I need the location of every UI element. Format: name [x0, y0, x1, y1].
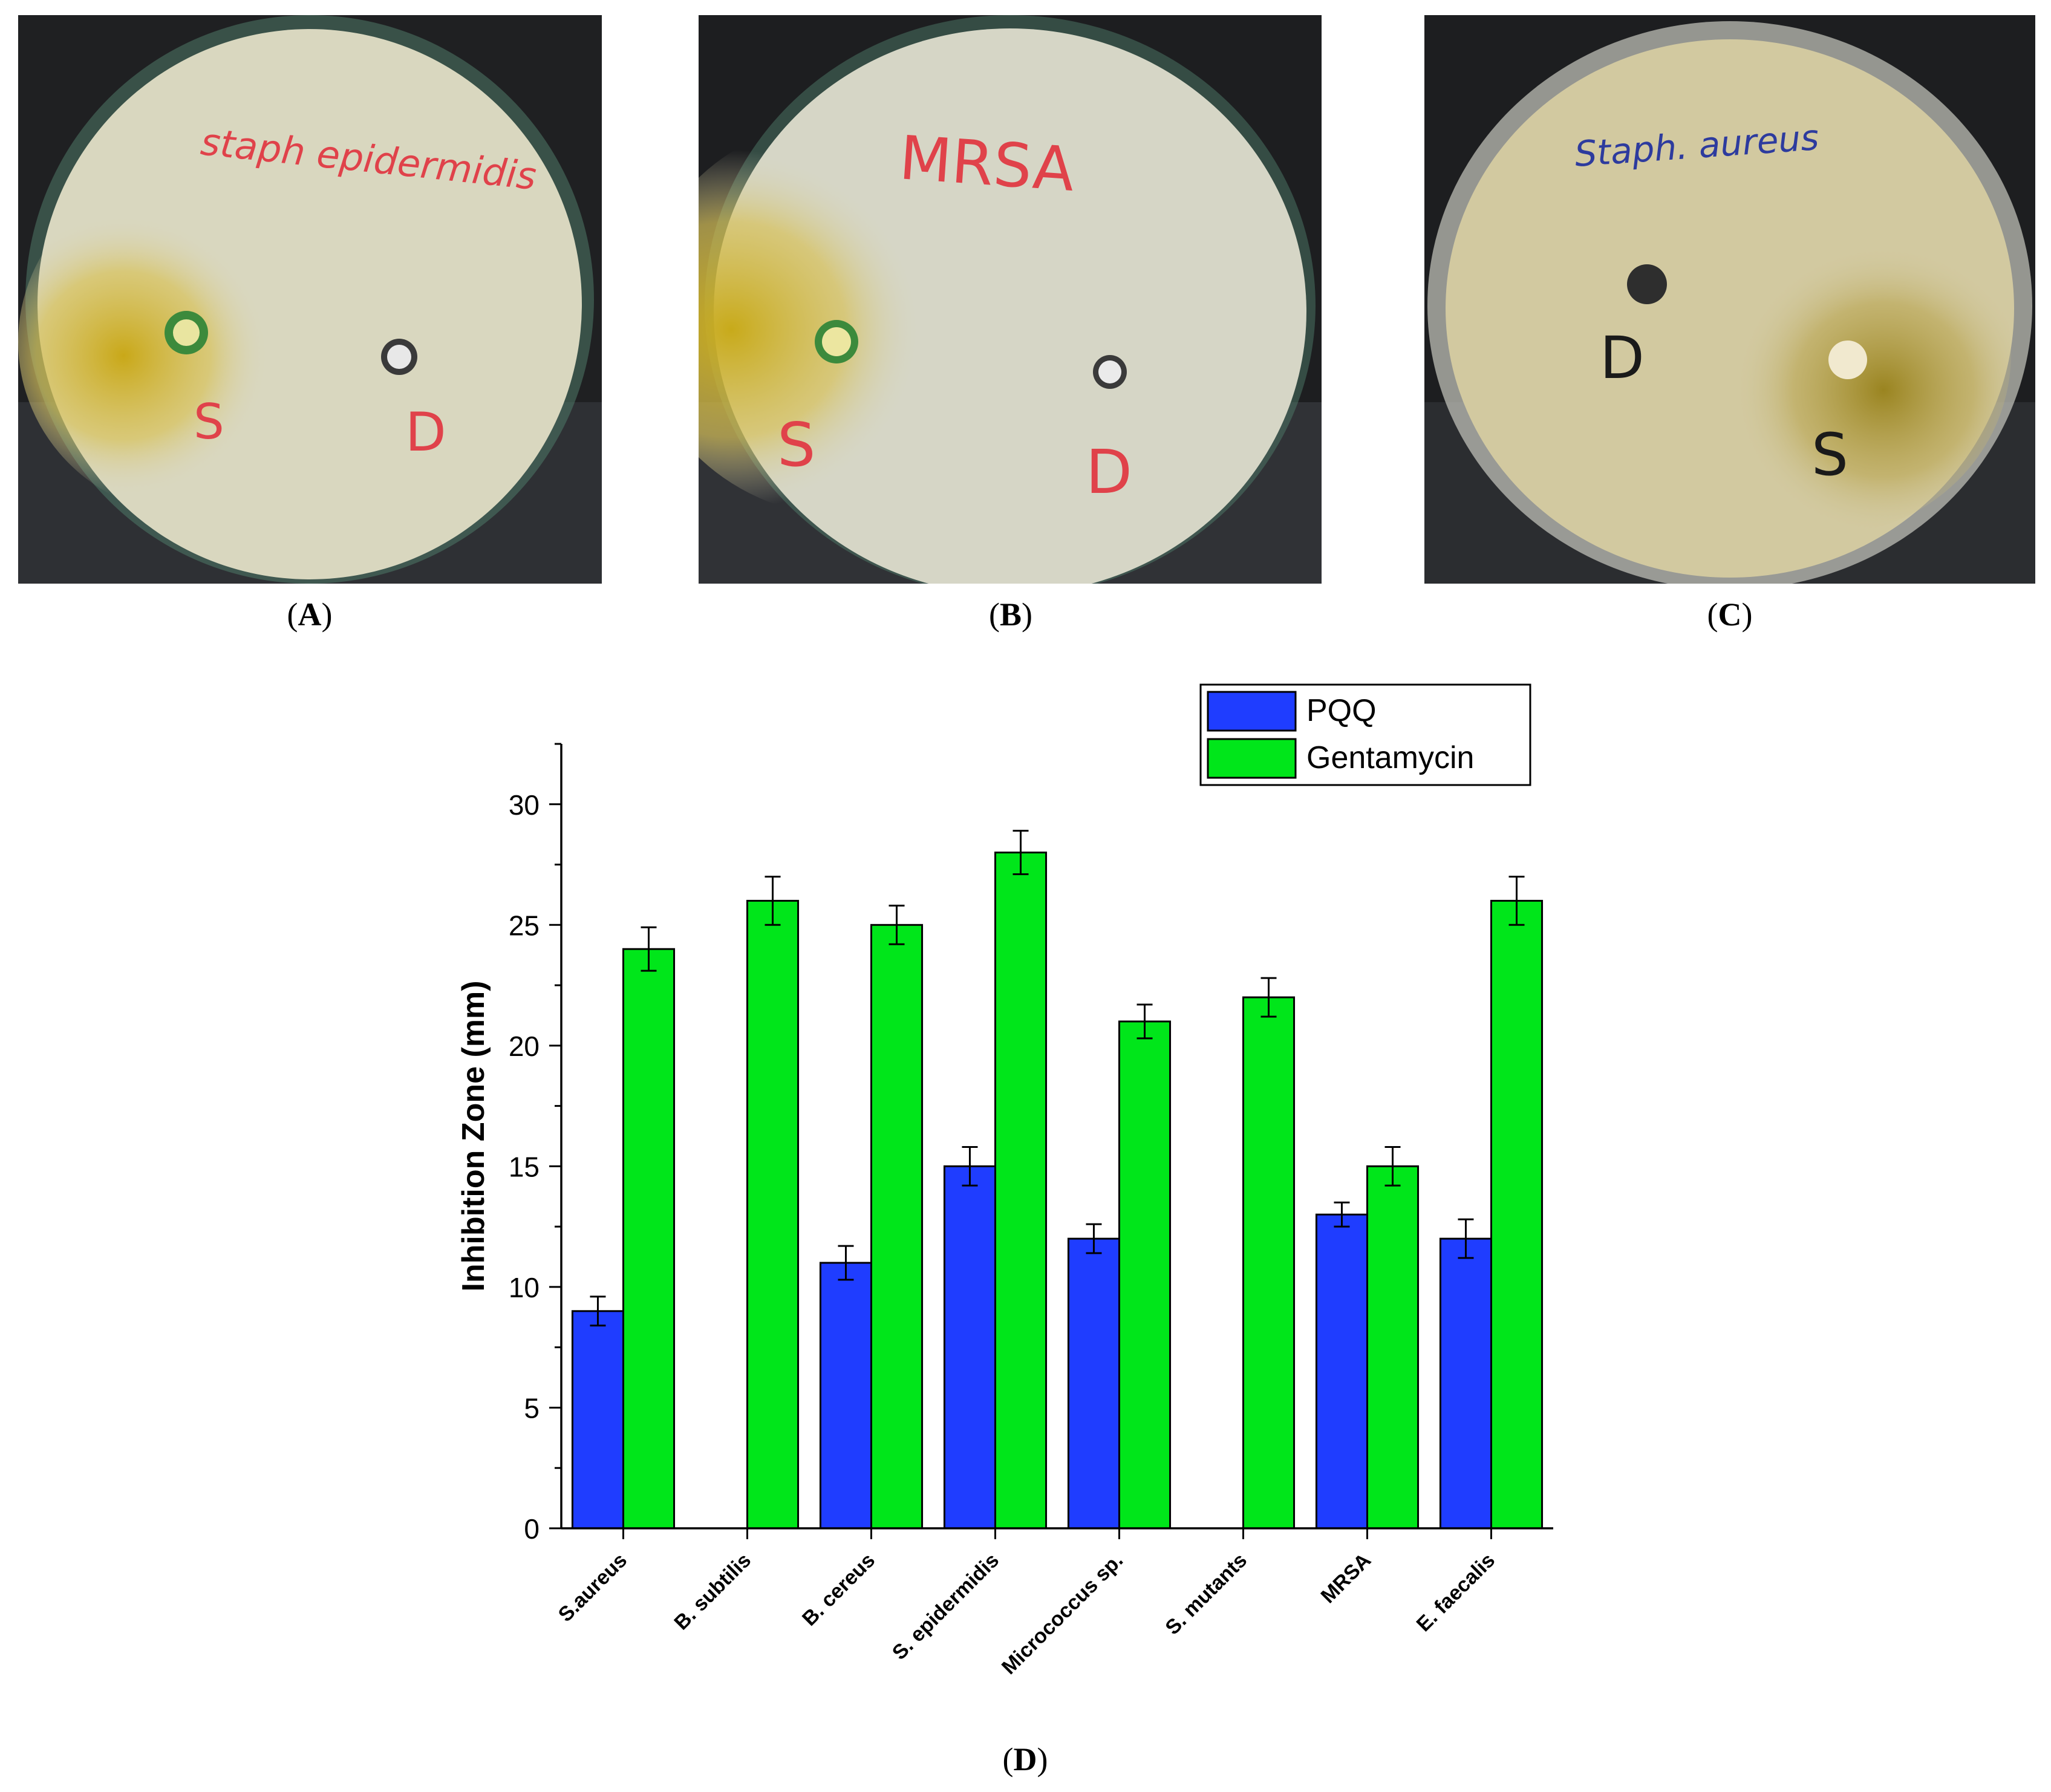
y-tick-label: 10: [509, 1272, 540, 1303]
x-tick-label: MRSA: [1316, 1549, 1375, 1608]
x-tick-label: S. mutants: [1161, 1549, 1251, 1640]
bar-pqq-5: [1067, 1237, 1120, 1530]
error-bar-gentamycin-6: [1260, 977, 1277, 1018]
antibiotic-disc-well: [1828, 340, 1867, 379]
bar-pqq-7: [1315, 1213, 1368, 1530]
panel-label-c: (C): [1707, 596, 1753, 633]
bar-gentamycin-7: [1366, 1165, 1420, 1530]
error-bar-gentamycin-7: [1384, 1145, 1401, 1187]
y-tick-label: 0: [524, 1513, 540, 1545]
bar-pqq-4: [943, 1165, 996, 1530]
y-axis-title: Inhibition Zone (mm): [456, 980, 491, 1291]
panel-label-b: (B): [989, 596, 1032, 633]
bar-pqq-3: [819, 1262, 872, 1530]
inhibition-zone-bar-chart: S.aureus B. subtilis B. cereus S. epidermid…: [456, 683, 1553, 1679]
error-bar-gentamycin-5: [1136, 1003, 1153, 1040]
bar-gentamycin-3: [870, 924, 924, 1530]
error-bar-pqq-3: [838, 1245, 854, 1281]
x-tick-label: B. subtilis: [670, 1549, 755, 1635]
error-bar-gentamycin-8: [1508, 875, 1525, 926]
x-tick-label: Micrococcus sp.: [997, 1549, 1127, 1679]
panel-label-d: (D): [1002, 1741, 1048, 1777]
well-label-s: S: [194, 394, 224, 450]
legend-swatch: [1207, 738, 1297, 779]
photo-panel-c: Staph. aureus D S: [1424, 15, 2035, 584]
panel-label-a: (A): [287, 596, 333, 633]
bar-gentamycin-4: [994, 852, 1048, 1530]
error-bar-gentamycin-2: [765, 875, 781, 926]
error-bar-gentamycin-1: [641, 926, 657, 972]
error-bar-gentamycin-3: [889, 904, 905, 945]
photo-panel-b: MRSA S D: [699, 15, 1322, 584]
error-bar-gentamycin-4: [1012, 830, 1029, 876]
x-tick-label: S.aureus: [554, 1549, 631, 1626]
photo-panel-a: staph epidermidis S D: [18, 15, 602, 584]
x-tick-label: S. epidermidis: [888, 1549, 1003, 1664]
legend-label: PQQ: [1306, 693, 1377, 728]
y-tick-label: 25: [509, 910, 540, 941]
bar-pqq-1: [571, 1310, 625, 1530]
y-tick-label: 20: [509, 1031, 540, 1062]
error-bar-pqq-7: [1334, 1201, 1350, 1228]
well-label-d: D: [1600, 324, 1645, 392]
bar-gentamycin-6: [1242, 996, 1296, 1530]
empty-well: [1627, 264, 1667, 304]
y-tick-label: 15: [509, 1151, 540, 1182]
error-bar-pqq-1: [590, 1295, 606, 1327]
well-label-s: S: [1811, 421, 1848, 489]
plate-handwriting: MRSA: [897, 122, 1077, 205]
error-bar-pqq-8: [1458, 1218, 1474, 1259]
well-label-s: S: [777, 409, 815, 480]
legend-swatch: [1207, 691, 1297, 732]
x-tick-label: B. cereus: [798, 1549, 879, 1631]
legend-label: Gentamycin: [1306, 740, 1474, 775]
bar-gentamycin-5: [1118, 1020, 1172, 1530]
error-bar-pqq-4: [962, 1145, 978, 1187]
error-bar-pqq-5: [1086, 1223, 1102, 1254]
bar-pqq-8: [1439, 1237, 1492, 1530]
y-tick-label: 5: [524, 1392, 540, 1424]
y-tick-label: 30: [509, 789, 540, 821]
bar-gentamycin-2: [746, 899, 800, 1530]
bar-gentamycin-8: [1490, 899, 1544, 1530]
well-label-d: D: [1086, 437, 1132, 507]
well-label-d: D: [405, 401, 446, 463]
bar-gentamycin-1: [622, 948, 676, 1530]
x-tick-label: E. faecalis: [1412, 1549, 1499, 1636]
